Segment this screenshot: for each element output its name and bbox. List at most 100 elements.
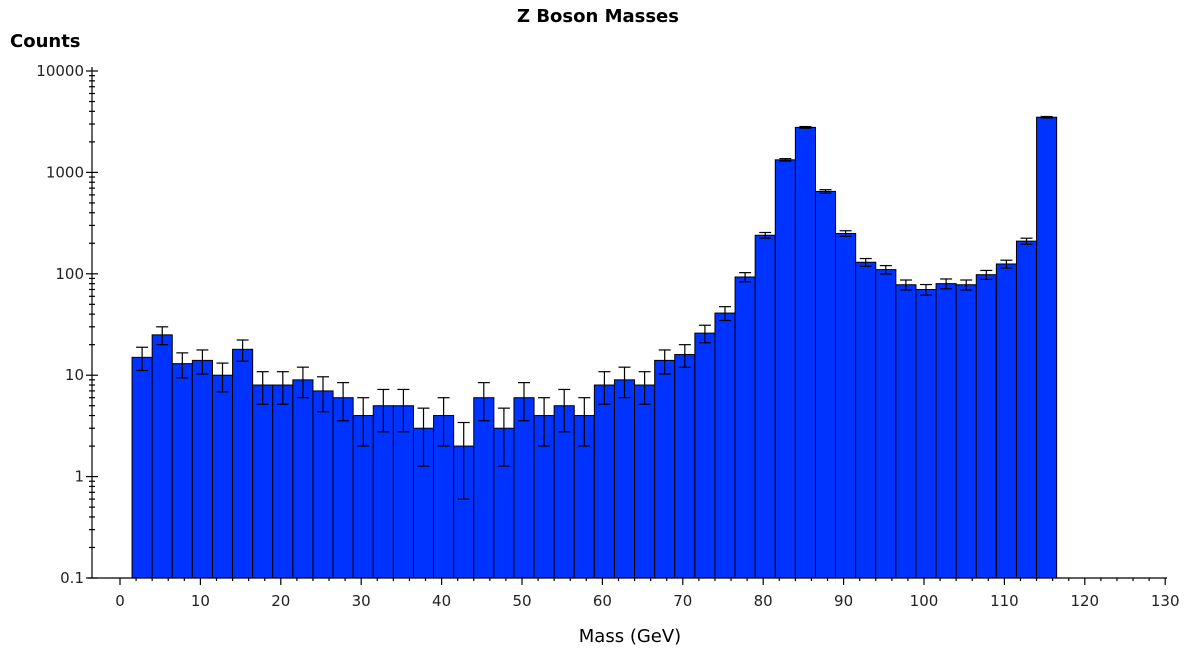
x-tick-label: 50 (512, 592, 531, 610)
error-bar (819, 189, 832, 194)
error-bar (598, 371, 611, 405)
y-tick-label: 10 (65, 366, 84, 384)
bar (292, 379, 314, 579)
x-axis-label: Mass (GeV) (579, 626, 681, 647)
bar (855, 261, 877, 579)
error-bar (899, 279, 912, 291)
bar (191, 359, 213, 579)
error-bar (256, 371, 269, 405)
error-bar (538, 397, 551, 447)
error-bar (859, 257, 872, 267)
error-bar (1020, 237, 1033, 245)
error-bar (618, 366, 631, 399)
bar (232, 348, 254, 579)
bar (935, 283, 957, 579)
y-tick-label: 1 (74, 468, 84, 486)
error-bar (477, 382, 490, 422)
axes-group: 0 10 20 30 40 50 60 70 80 90 100 110 120 1300.1110100… (36, 62, 1179, 610)
error-bar (317, 376, 330, 413)
bar (734, 276, 756, 579)
x-tick-label: 0 (115, 592, 125, 610)
bar (835, 232, 857, 579)
x-tick-label: 10 (191, 592, 210, 610)
error-bar (678, 344, 691, 368)
error-bar (156, 326, 169, 346)
y-axis-label: Counts (10, 31, 81, 52)
error-bar (236, 339, 249, 362)
error-bar (437, 397, 450, 447)
bar (332, 397, 354, 579)
error-bar (698, 324, 711, 344)
bar (915, 289, 937, 579)
bar (975, 274, 997, 579)
y-tick-label: 1000 (46, 163, 84, 181)
bar (593, 384, 615, 579)
error-bar (940, 278, 953, 290)
error-bar (739, 272, 752, 283)
y-tick-label: 100 (55, 265, 84, 283)
bar (272, 384, 294, 579)
bar (654, 359, 676, 579)
x-tick-label: 120 (1070, 592, 1099, 610)
x-tick-label: 90 (834, 592, 853, 610)
chart-title: Z Boson Masses (517, 6, 679, 27)
error-bar (176, 352, 189, 379)
error-bar (518, 382, 531, 422)
x-tick-label: 30 (352, 592, 371, 610)
bar (694, 332, 716, 579)
error-bar (497, 407, 510, 467)
error-bar (558, 388, 571, 433)
bar (955, 284, 977, 579)
error-bar (799, 125, 812, 129)
bar (794, 126, 816, 579)
error-bar (136, 346, 149, 372)
error-bar (658, 349, 671, 375)
y-tick-label: 0.1 (60, 569, 84, 587)
bar (774, 159, 796, 579)
bar (171, 363, 193, 579)
error-bar (1000, 259, 1013, 269)
error-bar (578, 397, 591, 447)
error-bar (377, 388, 390, 433)
error-bar (980, 269, 993, 280)
x-tick-label: 20 (271, 592, 290, 610)
x-tick-label: 100 (910, 592, 939, 610)
x-tick-label: 70 (673, 592, 692, 610)
bar (151, 334, 173, 579)
error-bar (417, 407, 430, 467)
bar (473, 397, 495, 579)
error-bar (839, 230, 852, 237)
bar (1015, 240, 1038, 579)
bar (1036, 116, 1058, 579)
bar (875, 269, 897, 579)
error-bar (397, 388, 410, 433)
error-bar (920, 283, 933, 296)
bar (211, 374, 234, 579)
bar (714, 312, 736, 579)
bar (895, 284, 917, 579)
bars-group (131, 115, 1058, 579)
bar (634, 384, 656, 579)
x-tick-label: 80 (754, 592, 773, 610)
error-bar (357, 397, 370, 447)
bar (513, 397, 535, 579)
error-bar (638, 371, 651, 405)
bar (131, 356, 153, 579)
error-bar (719, 306, 732, 322)
bar (613, 379, 636, 579)
error-bar (960, 279, 973, 291)
bar (674, 354, 696, 579)
x-tick-label: 110 (990, 592, 1019, 610)
error-bar (296, 366, 309, 399)
x-tick-label: 130 (1151, 592, 1180, 610)
error-bar (1040, 115, 1053, 119)
error-bar (759, 231, 772, 239)
error-bar (216, 362, 229, 393)
x-tick-label: 60 (593, 592, 612, 610)
bar (814, 190, 837, 579)
error-bar (276, 371, 289, 405)
error-bar (196, 349, 209, 375)
x-tick-label: 40 (432, 592, 451, 610)
error-bar (457, 421, 470, 500)
